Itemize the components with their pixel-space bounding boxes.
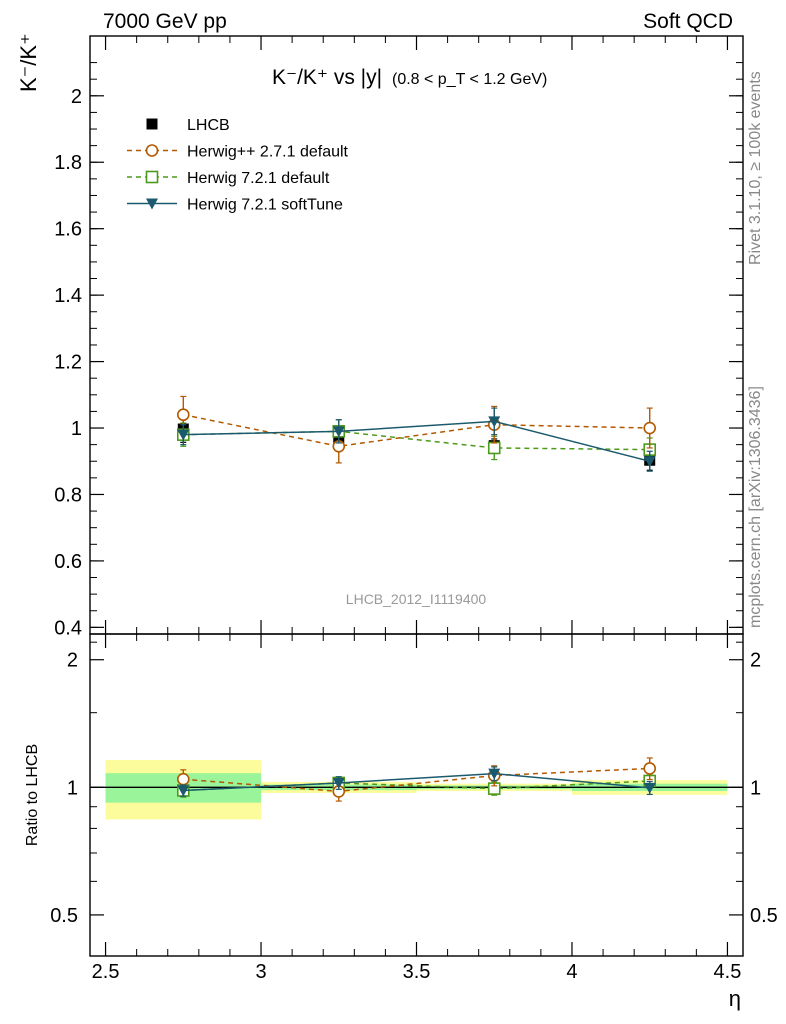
y-tick-label: 1.2 [54, 352, 82, 374]
legend-label: Herwig 7.2.1 softTune [187, 197, 343, 214]
data-series [176, 395, 657, 472]
y-tick-label: 0.8 [54, 484, 82, 506]
ratio-point [488, 768, 501, 780]
legend-entry: Herwig 7.2.1 default [127, 170, 330, 187]
data-point [487, 441, 501, 455]
legend-label: Herwig 7.2.1 default [187, 170, 330, 187]
series-line [183, 430, 650, 451]
ratio-series [176, 757, 657, 802]
ratio-point [177, 785, 190, 797]
series-line [183, 413, 650, 448]
series-0 [177, 415, 656, 471]
legend-label: Herwig++ 2.7.1 default [187, 144, 349, 161]
data-point [643, 421, 657, 435]
ratio-tick-label-right: 1 [750, 777, 761, 799]
data-point [643, 456, 656, 468]
legend-label: LHCB [187, 117, 230, 134]
header-left-label: 7000 GeV pp [103, 10, 227, 33]
legend-entry: Herwig 7.2.1 softTune [127, 197, 343, 214]
data-point [176, 408, 190, 422]
header-right-label: Soft QCD [643, 10, 733, 33]
ratio-tick-label: 0.5 [50, 905, 78, 927]
ratio-point [176, 772, 190, 786]
ratio-line [183, 767, 650, 793]
legend-marker [145, 170, 159, 184]
ratio-axis-label: Ratio to LHCB [24, 744, 41, 846]
x-tick-label: 3 [255, 961, 266, 983]
x-axis-label: η [729, 986, 741, 1011]
series-line [183, 420, 650, 462]
x-tick-label: 4.5 [714, 961, 742, 983]
series-3 [177, 407, 656, 472]
x-tick-label: 2.5 [92, 961, 120, 983]
y-tick-label: 1.4 [54, 285, 82, 307]
ratio-tick-label-right: 0.5 [750, 905, 778, 927]
y-tick-label: 2 [71, 86, 82, 108]
plot-title-main: K⁻/K⁺ vs |y| [272, 66, 382, 89]
ratio-point [332, 777, 345, 789]
legend-entry: Herwig++ 2.7.1 default [127, 144, 349, 161]
legend-marker [146, 118, 158, 130]
plot-title-range: (0.8 < p_T < 1.2 GeV) [392, 71, 547, 88]
y-axis-label: K⁻/K⁺ [16, 33, 41, 92]
legend: LHCB Herwig++ 2.7.1 default Herwig 7.2.1 d… [127, 117, 349, 214]
mcplots-site-label: mcplots.cern.ch [arXiv:1306.3436] [747, 386, 764, 628]
plot-title: K⁻/K⁺ vs |y| (0.8 < p_T < 1.2 GeV) [272, 66, 547, 89]
legend-entry: LHCB [146, 117, 230, 134]
data-point [177, 429, 190, 441]
ratio-point [643, 762, 657, 775]
y-tick-label: 1.6 [54, 219, 82, 241]
legend-marker [146, 198, 158, 210]
ratio-tick-label: 1 [67, 777, 78, 799]
y-tick-label: 1 [71, 418, 82, 440]
x-tick-label: 4 [566, 961, 577, 983]
y-tick-label: 1.8 [54, 152, 82, 174]
ratio-series-3 [177, 766, 656, 797]
ratio-line [183, 772, 650, 792]
axes: 2.5 3 3.5 4 4.5 0.4 0.6 0.8 1 1.2 1.4 1.6 1.8 2 0.5 0.5… [50, 36, 778, 983]
data-point [488, 416, 501, 428]
ratio-line [183, 780, 650, 792]
ratio-tick-label: 2 [67, 650, 78, 672]
legend-marker [145, 144, 159, 157]
ratio-tick-label-right: 2 [750, 650, 761, 672]
analysis-tag: LHCB_2012_I1119400 [346, 591, 487, 607]
y-tick-label: 0.4 [54, 617, 82, 639]
series-1 [176, 395, 657, 464]
data-point [332, 426, 345, 438]
x-tick-label: 3.5 [403, 961, 431, 983]
y-tick-label: 0.6 [54, 551, 82, 573]
ratio-point [643, 782, 656, 794]
rivet-version-label: Rivet 3.1.10, ≥ 100k events [747, 71, 764, 265]
